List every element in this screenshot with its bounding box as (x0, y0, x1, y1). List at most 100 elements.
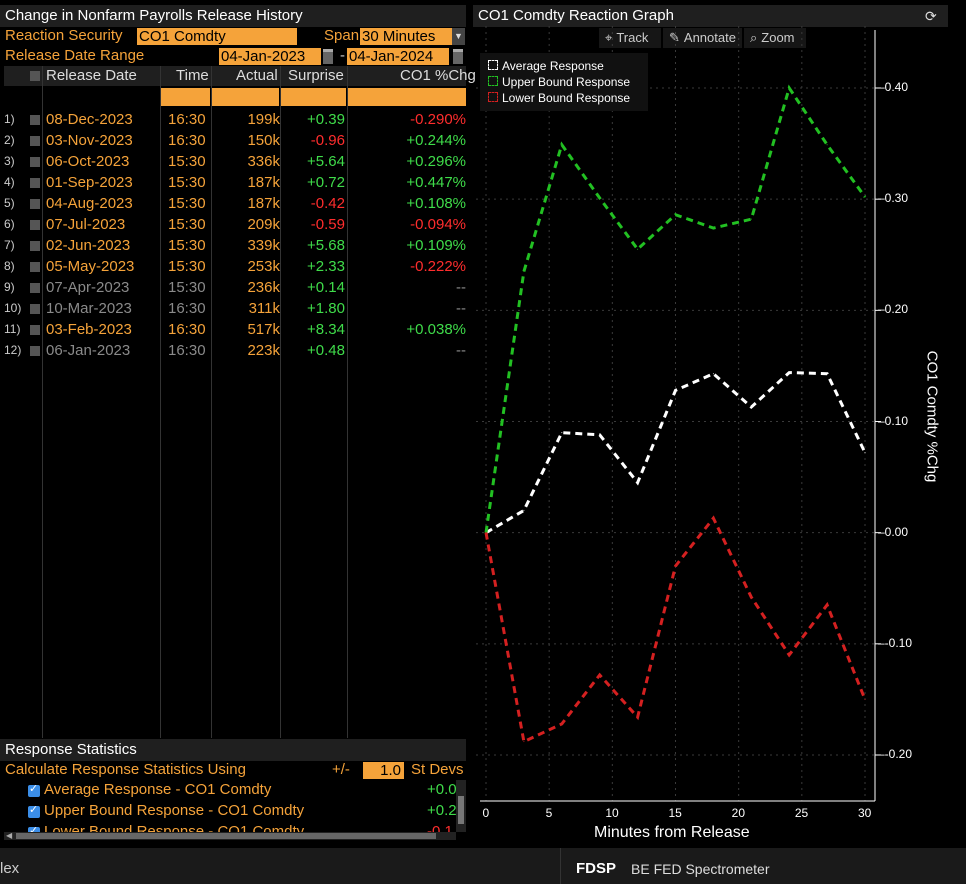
select-all-checkbox[interactable] (30, 71, 40, 81)
reaction-chart[interactable] (470, 26, 966, 848)
row-checkbox[interactable] (30, 157, 40, 167)
row-number: 2) (4, 133, 15, 147)
legend-item: Lower Bound Response (488, 91, 630, 105)
row-checkbox[interactable] (30, 115, 40, 125)
column-divider (42, 66, 43, 738)
row-chg: +0.109% (406, 237, 466, 254)
data-point (864, 452, 866, 454)
data-point (561, 432, 563, 434)
y-axis-label: CO1 Comdty %Chg (923, 350, 941, 483)
zoom-button[interactable]: ⌕ Zoom (744, 28, 806, 48)
reaction-security-input[interactable]: CO1 Comdty (137, 28, 297, 45)
scrollbar-thumb[interactable] (16, 833, 436, 839)
row-checkbox[interactable] (30, 136, 40, 146)
data-point (712, 227, 714, 229)
row-actual: 150k (247, 132, 280, 149)
table-row[interactable]: 10) 10-Mar-2023 16:30 311k +1.80 -- (4, 298, 466, 319)
table-row[interactable]: 1) 08-Dec-2023 16:30 199k +0.39 -0.290% (4, 109, 466, 130)
row-chg: -0.222% (410, 258, 466, 275)
filter-row-chg[interactable] (348, 88, 466, 106)
filter-row-time[interactable] (161, 88, 210, 106)
row-surprise: +5.68 (307, 237, 345, 254)
data-point (712, 373, 714, 375)
data-point (523, 741, 525, 743)
row-number: 9) (4, 280, 15, 294)
legend-label: Lower Bound Response (502, 91, 631, 105)
row-number: 1) (4, 112, 15, 126)
stats-item[interactable]: Upper Bound Response - CO1 Comdty +0.2 (0, 802, 466, 822)
header-release-date[interactable]: Release Date (46, 67, 137, 84)
table-row[interactable]: 5) 04-Aug-2023 15:30 187k -0.42 +0.108% (4, 193, 466, 214)
function-code[interactable]: FDSP (576, 860, 617, 877)
table-row[interactable]: 4) 01-Sep-2023 15:30 187k +0.72 +0.447% (4, 172, 466, 193)
header-surprise[interactable]: Surprise (288, 67, 344, 84)
data-point (864, 698, 866, 700)
row-time: 15:30 (168, 153, 206, 170)
refresh-icon[interactable]: ⟳ (925, 8, 937, 24)
header-time[interactable]: Time (176, 67, 209, 84)
row-checkbox[interactable] (30, 220, 40, 230)
filter-row-actual[interactable] (212, 88, 279, 106)
table-row[interactable]: 3) 06-Oct-2023 15:30 336k +5.64 +0.296% (4, 151, 466, 172)
row-checkbox[interactable] (30, 283, 40, 293)
checkbox-checked-icon[interactable] (28, 803, 40, 818)
calendar-from-icon[interactable] (323, 49, 333, 64)
row-actual: 517k (247, 321, 280, 338)
stats-hscrollbar[interactable]: ◀ (4, 832, 456, 840)
stdev-input[interactable]: 1.0 (363, 762, 404, 779)
row-checkbox[interactable] (30, 199, 40, 209)
track-button[interactable]: ⌖ Track (599, 28, 661, 48)
row-release-date: 08-Dec-2023 (46, 111, 133, 128)
row-checkbox[interactable] (30, 325, 40, 335)
table-row[interactable]: 6) 07-Jul-2023 15:30 209k -0.59 -0.094% (4, 214, 466, 235)
stats-item[interactable]: Average Response - CO1 Comdty +0.0 (0, 781, 466, 801)
legend-swatch-icon (488, 60, 498, 70)
date-from-input[interactable]: 04-Jan-2023 (219, 48, 321, 65)
scrollbar-left-arrow-icon[interactable]: ◀ (6, 831, 13, 840)
date-to-input[interactable]: 04-Jan-2024 (347, 48, 449, 65)
annotate-button[interactable]: ✎ Annotate (663, 28, 742, 48)
y-tick-label: –-0.20 (878, 747, 913, 761)
data-point (788, 87, 790, 89)
row-checkbox[interactable] (30, 241, 40, 251)
row-chg: -- (456, 342, 466, 359)
x-tick-label: 0 (482, 806, 490, 820)
chart-series (484, 84, 867, 744)
table-row[interactable]: 11) 03-Feb-2023 16:30 517k +8.34 +0.038% (4, 319, 466, 340)
table-row[interactable]: 12) 06-Jan-2023 16:30 223k +0.48 -- (4, 340, 466, 361)
table-row[interactable]: 2) 03-Nov-2023 16:30 150k -0.96 +0.244% (4, 130, 466, 151)
data-point (675, 389, 676, 391)
header-actual[interactable]: Actual (236, 67, 278, 84)
row-number: 12) (4, 343, 22, 357)
data-point (485, 532, 487, 534)
legend-label: Average Response (502, 59, 604, 73)
row-number: 4) (4, 175, 15, 189)
row-surprise: +0.72 (307, 174, 345, 191)
column-divider (211, 66, 212, 738)
row-time: 15:30 (168, 174, 206, 191)
table-row[interactable]: 9) 07-Apr-2023 15:30 236k +0.14 -- (4, 277, 466, 298)
filter-row-surprise[interactable] (281, 88, 346, 106)
span-dropdown-icon[interactable]: ▼ (452, 28, 465, 45)
x-tick-label: 15 (668, 806, 682, 820)
checkbox-checked-icon[interactable] (28, 782, 40, 797)
table-row[interactable]: 7) 02-Jun-2023 15:30 339k +5.68 +0.109% (4, 235, 466, 256)
date-range-label: Release Date Range (5, 47, 145, 64)
stats-item-label: Upper Bound Response - CO1 Comdty (44, 802, 305, 819)
calendar-to-icon[interactable] (453, 49, 463, 64)
table-row[interactable]: 8) 05-May-2023 15:30 253k +2.33 -0.222% (4, 256, 466, 277)
data-point (637, 716, 639, 718)
row-checkbox[interactable] (30, 304, 40, 314)
row-surprise: +0.39 (307, 111, 345, 128)
x-axis-label: Minutes from Release (594, 824, 750, 841)
stats-vscrollbar[interactable] (456, 780, 466, 832)
row-time: 16:30 (168, 132, 206, 149)
row-actual: 223k (247, 342, 280, 359)
span-select[interactable]: 30 Minutes (360, 28, 452, 45)
scrollbar-thumb[interactable] (458, 796, 464, 824)
row-checkbox[interactable] (30, 178, 40, 188)
header-co1-chg[interactable]: CO1 %Chg (400, 67, 476, 84)
row-checkbox[interactable] (30, 262, 40, 272)
row-checkbox[interactable] (30, 346, 40, 356)
row-actual: 187k (247, 195, 280, 212)
